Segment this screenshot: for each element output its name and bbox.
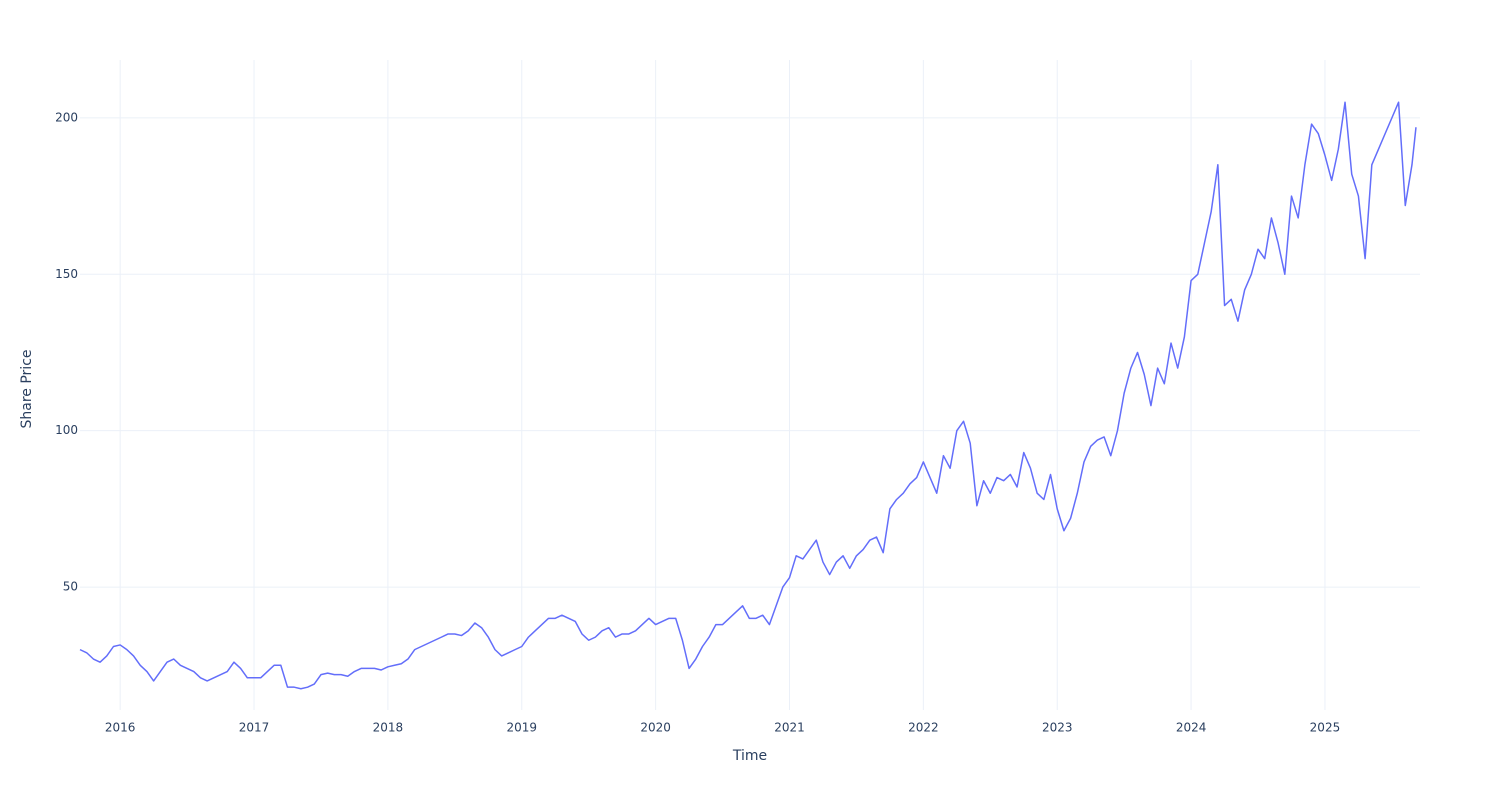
x-tick-label: 2019 bbox=[506, 721, 537, 735]
y-axis-title: Share Price bbox=[19, 349, 35, 428]
x-tick-label: 2025 bbox=[1310, 721, 1341, 735]
x-tick-label: 2022 bbox=[908, 721, 939, 735]
x-tick-label: 2021 bbox=[774, 721, 805, 735]
y-tick-label: 200 bbox=[55, 110, 78, 124]
plot-area bbox=[79, 101, 1417, 690]
x-tick-label: 2016 bbox=[105, 721, 136, 735]
grid bbox=[80, 60, 1420, 710]
price-line bbox=[79, 101, 1417, 690]
x-tick-label: 2018 bbox=[373, 721, 404, 735]
y-tick-label: 100 bbox=[55, 423, 78, 437]
x-tick-label: 2017 bbox=[239, 721, 270, 735]
x-tick-label: 2023 bbox=[1042, 721, 1073, 735]
x-axis-title: Time bbox=[732, 748, 767, 764]
x-tick-label: 2024 bbox=[1176, 721, 1207, 735]
y-tick-label: 150 bbox=[55, 267, 78, 281]
x-tick-label: 2020 bbox=[640, 721, 671, 735]
y-tick-label: 50 bbox=[63, 580, 78, 594]
tick-labels: 2016 2017 2018 2019 2020 2021 2022 2023 2024 2025… bbox=[55, 110, 1340, 734]
